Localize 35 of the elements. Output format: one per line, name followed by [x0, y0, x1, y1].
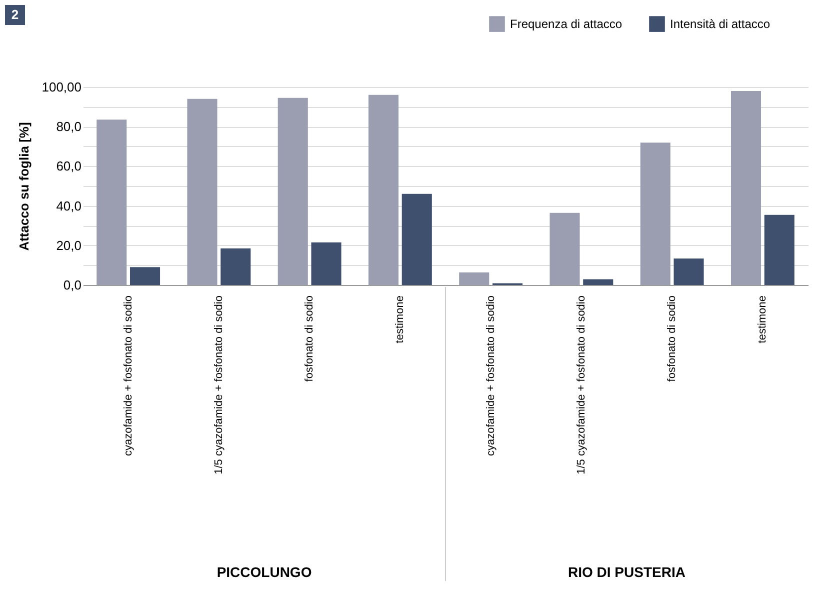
y-tick-label: 60,0 — [56, 158, 82, 174]
bar — [311, 242, 342, 285]
bar — [459, 272, 490, 285]
bar — [583, 279, 614, 285]
legend-label: Intensità di attacco — [670, 17, 770, 32]
y-tick-label: 20,0 — [56, 238, 82, 253]
x-tick-label: cyazofamide + fosfonato di sodio — [484, 296, 497, 456]
bar — [764, 214, 794, 285]
x-tick-label: 1/5 cyazofamide + fosfonato di sodio — [575, 296, 588, 474]
y-tick-label: 80,0 — [56, 119, 82, 134]
bar — [730, 90, 762, 285]
bar — [220, 248, 251, 285]
y-tick-label: 100,00 — [42, 80, 82, 94]
y-axis-title: Attacco su foglia [%] — [16, 122, 32, 251]
bar — [674, 258, 704, 285]
y-tick-label: 40,0 — [56, 198, 82, 214]
x-tick-label: fosfonato di sodio — [304, 296, 316, 382]
bar — [640, 142, 670, 285]
bar — [550, 212, 580, 285]
bar — [278, 98, 308, 285]
bar — [187, 98, 218, 285]
bar — [402, 194, 432, 285]
bar — [130, 267, 160, 285]
text: RIO DI PUSTERIA — [568, 564, 686, 580]
x-tick-label: 1/5 cyazofamide + fosfonato di sodio — [212, 296, 225, 474]
x-tick-label: testimone — [394, 296, 406, 344]
legend-label: Frequenza di attacco — [510, 17, 622, 32]
x-tick-label: testimone — [756, 296, 769, 344]
x-tick-label: fosfonato di sodio — [666, 296, 678, 382]
y-tick-label: 0,0 — [63, 278, 82, 292]
x-tick-label: cyazofamide + fosfonato di sodio — [122, 296, 134, 456]
text: 2 — [11, 7, 19, 22]
bar — [368, 94, 399, 285]
bar — [96, 120, 127, 285]
text: PICCOLUNGO — [216, 564, 312, 580]
